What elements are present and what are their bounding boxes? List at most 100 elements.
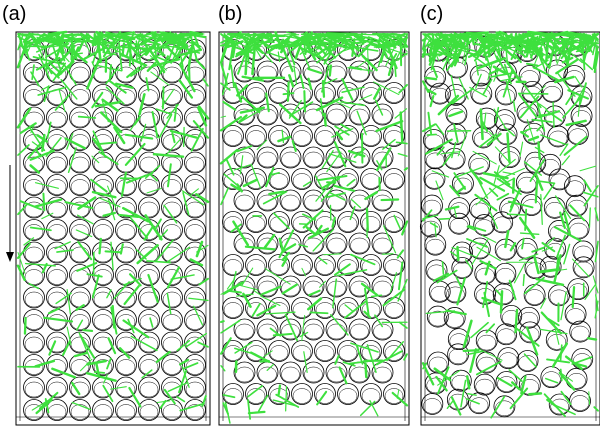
cylinder xyxy=(372,233,393,254)
force-chain xyxy=(367,209,368,230)
cylinder-rim xyxy=(476,379,494,394)
cylinder xyxy=(361,169,382,190)
cylinder-rim xyxy=(293,260,311,275)
cylinder-rim xyxy=(71,270,89,285)
cylinder-rim xyxy=(236,324,254,339)
cylinder xyxy=(139,400,160,421)
cylinder xyxy=(139,197,160,218)
cylinder xyxy=(280,319,301,340)
cylinder xyxy=(162,310,183,331)
cylinder xyxy=(315,126,336,147)
cylinder-rim xyxy=(450,218,468,233)
cylinder-rim xyxy=(186,157,204,172)
cylinder xyxy=(223,341,244,362)
cylinder-rim xyxy=(316,131,334,146)
force-chain xyxy=(36,150,41,157)
cylinder xyxy=(162,220,183,241)
cylinder-rim xyxy=(362,260,380,275)
force-chain xyxy=(286,387,287,411)
force-chain xyxy=(449,112,462,117)
force-chain xyxy=(594,407,598,411)
force-chain xyxy=(279,385,280,394)
force-chain xyxy=(428,113,431,134)
force-chain xyxy=(309,79,311,89)
cylinder-rim xyxy=(305,109,323,124)
force-chain xyxy=(49,308,59,313)
force-chain xyxy=(93,275,99,297)
cylinder xyxy=(24,220,45,241)
cylinder xyxy=(185,85,206,106)
force-chain xyxy=(100,239,101,253)
cylinder xyxy=(185,400,206,421)
cylinder xyxy=(116,355,137,376)
force-chain xyxy=(361,401,375,415)
cylinder xyxy=(246,212,267,233)
force-chain xyxy=(231,65,234,87)
force-chain xyxy=(227,160,234,174)
cylinder xyxy=(384,83,405,104)
force-chain xyxy=(288,82,289,100)
force-chain xyxy=(72,383,79,394)
cylinder xyxy=(384,298,405,319)
cylinder-rim xyxy=(48,292,66,307)
force-chain xyxy=(76,230,91,237)
cylinder xyxy=(116,287,137,308)
force-chain xyxy=(248,386,262,397)
force-chain xyxy=(431,223,438,227)
force-chain xyxy=(399,85,407,93)
force-chain xyxy=(18,205,27,215)
force-chain xyxy=(514,101,516,111)
cylinder-rim xyxy=(293,389,311,404)
cylinder xyxy=(116,400,137,421)
cylinder-rim xyxy=(48,157,66,172)
cylinder-rim xyxy=(259,152,277,167)
force-chain xyxy=(83,330,92,331)
force-chain xyxy=(536,181,537,203)
cylinder xyxy=(70,130,91,151)
cylinder xyxy=(540,154,561,175)
cylinder xyxy=(495,263,516,284)
force-chain xyxy=(580,166,596,171)
force-chain xyxy=(451,76,456,100)
cylinder xyxy=(541,367,562,388)
cylinder-rim xyxy=(224,260,242,275)
force-chain xyxy=(308,69,321,73)
cylinder xyxy=(24,175,45,196)
cylinder-rim xyxy=(446,312,464,327)
force-chain xyxy=(535,257,539,273)
force-chain xyxy=(221,320,240,332)
cylinder xyxy=(257,276,278,297)
cylinder xyxy=(315,341,336,362)
force-chain xyxy=(200,279,208,285)
cylinder-rim xyxy=(117,247,135,262)
cylinder-rim xyxy=(25,292,43,307)
cylinder xyxy=(496,324,517,345)
cylinder xyxy=(24,377,45,398)
force-chain xyxy=(366,364,367,377)
cylinder xyxy=(421,195,442,216)
cylinder xyxy=(423,130,444,151)
cylinder-rim xyxy=(374,238,392,253)
cylinder xyxy=(292,126,313,147)
cylinder xyxy=(257,319,278,340)
cylinder-rim xyxy=(426,153,444,168)
cylinder xyxy=(338,212,359,233)
force-chain xyxy=(529,393,540,394)
cylinder-rim xyxy=(542,372,560,387)
cylinder xyxy=(70,175,91,196)
force-chain xyxy=(77,320,83,330)
cylinder xyxy=(116,265,137,286)
force-chain xyxy=(228,291,241,293)
force-chain xyxy=(505,231,508,247)
cylinder xyxy=(257,362,278,383)
panel xyxy=(420,32,600,425)
force-chain xyxy=(509,370,522,381)
cylinder xyxy=(162,175,183,196)
force-chain xyxy=(251,164,260,188)
force-chain xyxy=(399,322,407,328)
cylinder-rim xyxy=(339,346,357,361)
force-chain xyxy=(423,39,426,40)
force-chain xyxy=(293,141,296,151)
force-chain xyxy=(144,228,152,240)
force-chain xyxy=(427,134,436,135)
